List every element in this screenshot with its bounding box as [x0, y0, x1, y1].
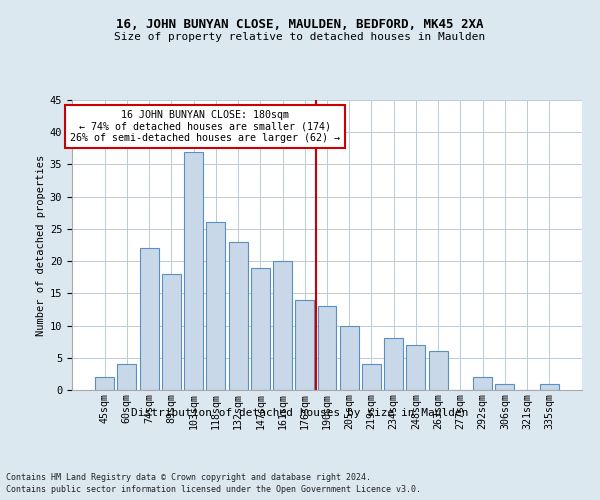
Bar: [162, 274, 181, 390]
Text: 16, JOHN BUNYAN CLOSE, MAULDEN, BEDFORD, MK45 2XA: 16, JOHN BUNYAN CLOSE, MAULDEN, BEDFORD,…: [116, 18, 484, 30]
Bar: [295, 300, 314, 390]
Text: Contains HM Land Registry data © Crown copyright and database right 2024.: Contains HM Land Registry data © Crown c…: [6, 472, 371, 482]
Text: Distribution of detached houses by size in Maulden: Distribution of detached houses by size …: [131, 408, 469, 418]
Bar: [473, 377, 492, 390]
Y-axis label: Number of detached properties: Number of detached properties: [35, 154, 46, 336]
Bar: [251, 268, 270, 390]
Text: Contains public sector information licensed under the Open Government Licence v3: Contains public sector information licen…: [6, 485, 421, 494]
Text: 16 JOHN BUNYAN CLOSE: 180sqm
← 74% of detached houses are smaller (174)
26% of s: 16 JOHN BUNYAN CLOSE: 180sqm ← 74% of de…: [70, 110, 340, 143]
Bar: [429, 352, 448, 390]
Bar: [273, 261, 292, 390]
Bar: [317, 306, 337, 390]
Bar: [540, 384, 559, 390]
Bar: [95, 377, 114, 390]
Bar: [406, 345, 425, 390]
Bar: [229, 242, 248, 390]
Bar: [496, 384, 514, 390]
Text: Size of property relative to detached houses in Maulden: Size of property relative to detached ho…: [115, 32, 485, 42]
Bar: [206, 222, 225, 390]
Bar: [118, 364, 136, 390]
Bar: [140, 248, 158, 390]
Bar: [362, 364, 381, 390]
Bar: [384, 338, 403, 390]
Bar: [184, 152, 203, 390]
Bar: [340, 326, 359, 390]
